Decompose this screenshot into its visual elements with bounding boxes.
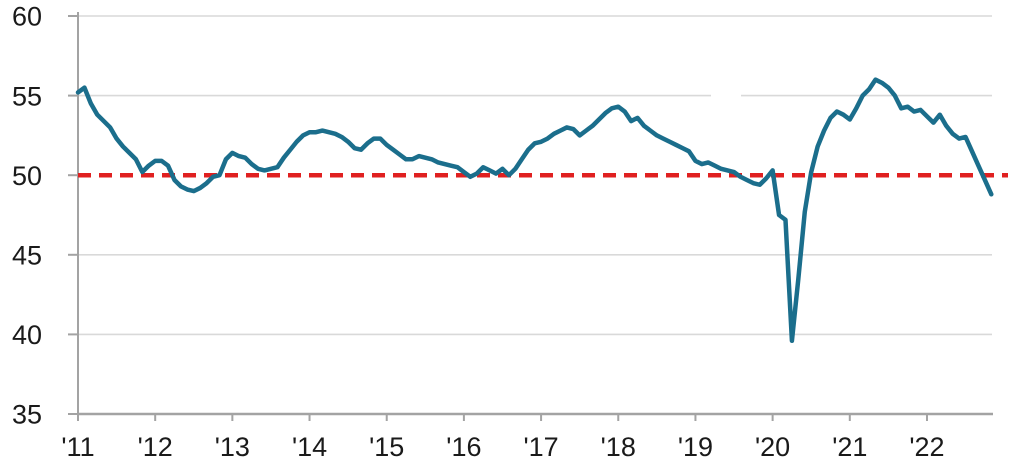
x-tick-label-11: '11 (61, 432, 94, 462)
y-tick-label-40: 40 (12, 320, 42, 350)
series-line (75, 77, 994, 344)
x-tick-label-16: '16 (446, 432, 481, 462)
y-tick-label-60: 60 (12, 2, 42, 32)
x-tick-label-20: '20 (755, 432, 790, 462)
x-tick-label-17: '17 (523, 432, 558, 462)
y-tick-label-50: 50 (12, 161, 42, 191)
y-tick-label-35: 35 (12, 400, 42, 430)
x-tick-label-21: '21 (832, 432, 867, 462)
x-tick-label-15: '15 (369, 432, 404, 462)
x-tick-label-22: '22 (909, 432, 944, 462)
x-tick-label-13: '13 (215, 432, 250, 462)
x-tick-label-12: '12 (138, 432, 173, 462)
x-tick-label-19: '19 (678, 432, 713, 462)
y-tick-label-45: 45 (12, 241, 42, 271)
x-tick-label-14: '14 (292, 432, 327, 462)
y-tick-label-55: 55 (12, 81, 42, 111)
x-tick-label-18: '18 (601, 432, 636, 462)
